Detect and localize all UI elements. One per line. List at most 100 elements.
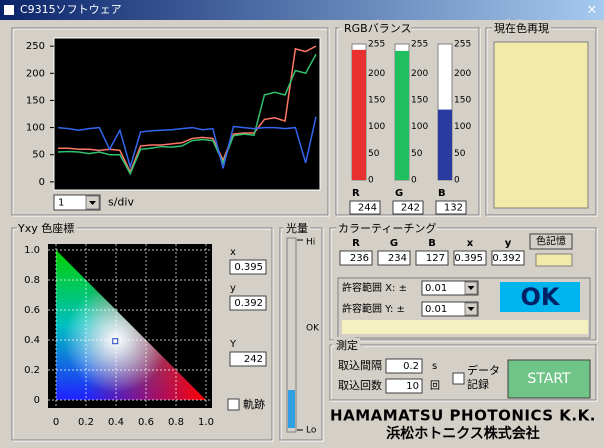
tick-label: 0 bbox=[454, 176, 460, 186]
tolerance-label: 許容範囲 X: ± bbox=[342, 281, 407, 294]
tol-y-select[interactable] bbox=[421, 301, 479, 317]
unit: s bbox=[432, 361, 437, 372]
y-tick-label: 0.2 bbox=[24, 365, 40, 376]
close-button[interactable]: × bbox=[587, 3, 598, 18]
hi-label: Hi bbox=[306, 238, 315, 248]
count-value[interactable]: 10 bbox=[406, 381, 419, 392]
trend-line bbox=[57, 53, 317, 176]
channel-label: R bbox=[352, 188, 360, 199]
tick-label: 50 bbox=[454, 149, 466, 159]
yxy-panel: Yxy 色座標 x 0.395 y 0.392 Y 242 軌跡 0 0.2 0.4… bbox=[11, 218, 274, 442]
value-field bbox=[349, 200, 381, 215]
bar bbox=[352, 49, 366, 180]
tick-label: 255 bbox=[368, 40, 385, 50]
y-tick-label: 100 bbox=[26, 123, 45, 134]
group-title: カラーティーチング bbox=[338, 221, 436, 235]
trend-line bbox=[58, 45, 317, 174]
y-tick-label: 50 bbox=[32, 150, 45, 161]
y-tick-label: 0.4 bbox=[24, 335, 40, 346]
tick-label: 50 bbox=[368, 149, 380, 159]
field-label: Y bbox=[229, 339, 237, 350]
tol-x-value[interactable]: 0.01 bbox=[425, 283, 447, 294]
tick-label: 50 bbox=[411, 149, 423, 159]
tick-label: 100 bbox=[454, 122, 471, 132]
tol-y-value[interactable]: 0.01 bbox=[425, 304, 447, 315]
x-tick-label: 0.8 bbox=[168, 417, 184, 428]
channel-value: 132 bbox=[444, 203, 463, 214]
window-title: C9315ソフトウェア bbox=[20, 3, 122, 16]
tick-label: 100 bbox=[411, 122, 428, 132]
tick-label: 200 bbox=[454, 69, 471, 79]
y-value: 0.392 bbox=[234, 298, 263, 309]
teaching-value: 236 bbox=[350, 253, 369, 264]
value-field bbox=[435, 200, 467, 215]
interval-value[interactable]: 0.2 bbox=[403, 361, 419, 372]
time-unit: s/div bbox=[108, 196, 134, 209]
channel-label: B bbox=[438, 188, 446, 199]
value-field bbox=[392, 200, 424, 215]
lo-label: Lo bbox=[306, 426, 317, 436]
measure-panel: 測定 取込間隔 0.2 s 取込回数 10 回 データ 記録 START bbox=[329, 335, 598, 402]
light-level bbox=[288, 390, 295, 428]
group-title: 測定 bbox=[336, 338, 358, 352]
value-field bbox=[453, 250, 487, 266]
light-panel: 光量 Hi OK Lo bbox=[279, 218, 324, 442]
y-tick-label: 0.6 bbox=[24, 305, 40, 316]
start-button[interactable] bbox=[507, 359, 591, 399]
x-tick-label: 0 bbox=[53, 417, 59, 428]
bar bbox=[395, 50, 409, 180]
teaching-value: 0.395 bbox=[454, 253, 483, 264]
x-tick-label: 1.0 bbox=[198, 417, 214, 428]
record-checkbox[interactable] bbox=[452, 372, 465, 385]
tolerance-label: 許容範囲 Y: ± bbox=[342, 302, 405, 315]
channel-value: 244 bbox=[358, 203, 377, 214]
tick-label: 200 bbox=[368, 69, 385, 79]
result-indicator bbox=[500, 282, 580, 312]
memory-button[interactable] bbox=[529, 233, 573, 250]
teaching-value: 127 bbox=[426, 253, 445, 264]
tick-label: 150 bbox=[454, 96, 471, 106]
tol-x-select[interactable] bbox=[421, 280, 479, 296]
value-field bbox=[491, 250, 525, 266]
current-color-panel: 現在色再現 bbox=[485, 18, 598, 217]
result-text: OK bbox=[521, 283, 561, 311]
checkbox-label: 軌跡 bbox=[243, 397, 265, 411]
y-tick-label: 150 bbox=[26, 95, 45, 106]
button-label[interactable]: 色記憶 bbox=[536, 235, 566, 248]
bar bbox=[438, 109, 452, 180]
trace-checkbox[interactable] bbox=[227, 398, 240, 411]
y-tick-label: 1.0 bbox=[24, 245, 40, 256]
column-header: x bbox=[467, 238, 474, 249]
field-label: 取込間隔 bbox=[338, 359, 382, 372]
x-value: 0.395 bbox=[234, 262, 263, 273]
group-title: 光量 bbox=[286, 221, 308, 235]
column-header: B bbox=[428, 238, 436, 249]
trend-line bbox=[57, 116, 317, 170]
x-tick-label: 0.4 bbox=[108, 417, 124, 428]
tick-label: 200 bbox=[411, 69, 428, 79]
Y-value: 242 bbox=[244, 354, 263, 365]
logo-jp: 浜松ホトニクス株式会社 bbox=[386, 425, 540, 442]
group-title: Yxy 色座標 bbox=[17, 221, 74, 235]
value-field bbox=[415, 250, 449, 266]
column-header: y bbox=[505, 238, 512, 249]
tick-label: 150 bbox=[368, 96, 385, 106]
column-header: G bbox=[390, 238, 398, 249]
y-tick-label: 200 bbox=[26, 68, 45, 79]
field-label: 取込回数 bbox=[338, 379, 382, 392]
ok-label: OK bbox=[306, 324, 320, 334]
y-tick-label: 250 bbox=[26, 41, 45, 52]
graph-panel: 1 s/div 0 50 100 150 200 250 bbox=[11, 27, 330, 217]
teaching-value: 234 bbox=[388, 253, 407, 264]
app-icon bbox=[4, 5, 14, 15]
title-bar bbox=[0, 0, 604, 20]
channel-value: 242 bbox=[401, 203, 420, 214]
tick-label: 255 bbox=[454, 40, 471, 50]
group-title: 現在色再現 bbox=[494, 21, 549, 35]
checkbox-label: データ bbox=[467, 363, 500, 377]
button-label[interactable]: START bbox=[527, 371, 571, 387]
time-div-value[interactable]: 1 bbox=[58, 198, 64, 209]
tick-label: 0 bbox=[411, 176, 417, 186]
chromaticity-point bbox=[112, 338, 119, 345]
